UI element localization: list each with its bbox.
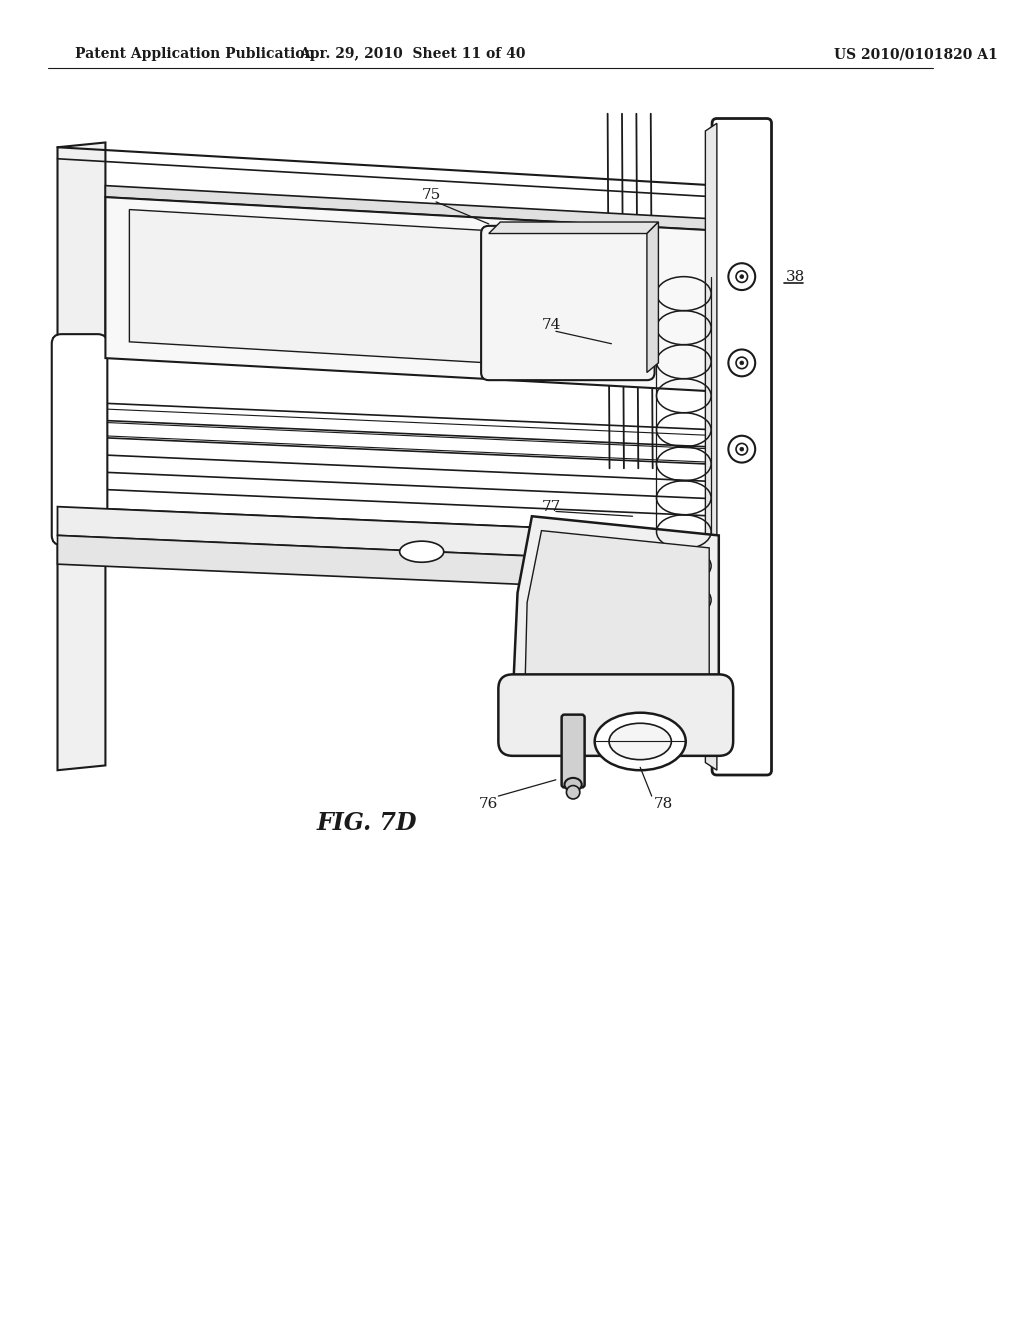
Circle shape bbox=[736, 271, 748, 282]
Text: 74: 74 bbox=[542, 318, 561, 331]
Ellipse shape bbox=[595, 713, 686, 770]
Circle shape bbox=[736, 358, 748, 368]
Circle shape bbox=[740, 360, 743, 364]
Polygon shape bbox=[525, 531, 710, 725]
Polygon shape bbox=[706, 123, 717, 770]
FancyBboxPatch shape bbox=[481, 226, 654, 380]
Polygon shape bbox=[105, 197, 719, 392]
Text: US 2010/0101820 A1: US 2010/0101820 A1 bbox=[834, 48, 997, 61]
Polygon shape bbox=[513, 516, 719, 742]
Circle shape bbox=[736, 444, 748, 455]
Polygon shape bbox=[647, 222, 658, 372]
Polygon shape bbox=[57, 143, 105, 770]
Circle shape bbox=[740, 447, 743, 451]
Circle shape bbox=[740, 275, 743, 279]
Text: Apr. 29, 2010  Sheet 11 of 40: Apr. 29, 2010 Sheet 11 of 40 bbox=[299, 48, 525, 61]
Text: 78: 78 bbox=[653, 797, 673, 810]
Polygon shape bbox=[129, 210, 651, 372]
Circle shape bbox=[566, 785, 580, 799]
Ellipse shape bbox=[609, 723, 672, 760]
Circle shape bbox=[728, 350, 756, 376]
Polygon shape bbox=[57, 507, 719, 564]
Polygon shape bbox=[488, 222, 658, 234]
Circle shape bbox=[728, 436, 756, 462]
Text: 75: 75 bbox=[422, 189, 441, 202]
FancyBboxPatch shape bbox=[52, 334, 108, 545]
Text: 77: 77 bbox=[542, 500, 561, 513]
Polygon shape bbox=[57, 536, 719, 593]
FancyBboxPatch shape bbox=[499, 675, 733, 756]
Ellipse shape bbox=[564, 777, 582, 791]
Text: 76: 76 bbox=[479, 797, 499, 810]
FancyBboxPatch shape bbox=[561, 714, 585, 788]
Text: FIG. 7D: FIG. 7D bbox=[316, 810, 417, 836]
Ellipse shape bbox=[399, 541, 443, 562]
FancyBboxPatch shape bbox=[712, 119, 771, 775]
Text: Patent Application Publication: Patent Application Publication bbox=[75, 48, 314, 61]
Polygon shape bbox=[105, 186, 719, 231]
Circle shape bbox=[728, 263, 756, 290]
Text: 38: 38 bbox=[785, 269, 805, 284]
